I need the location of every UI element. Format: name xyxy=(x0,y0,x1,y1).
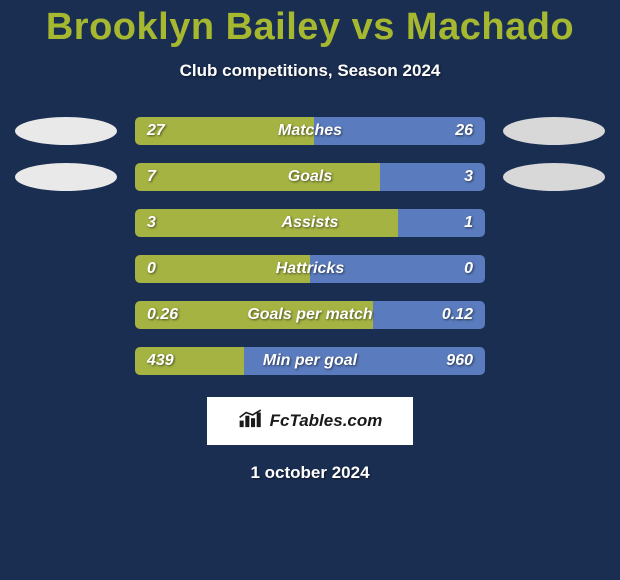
stat-value-right: 1 xyxy=(452,209,485,237)
page-title: Brooklyn Bailey vs Machado xyxy=(46,6,574,49)
stat-bar: 31Assists xyxy=(135,209,485,237)
stat-row: 2726Matches xyxy=(0,117,620,145)
date-label: 1 october 2024 xyxy=(250,463,369,483)
stat-bar-left-seg xyxy=(135,209,398,237)
stat-bar-left-seg xyxy=(135,163,380,191)
stat-row: 00Hattricks xyxy=(0,255,620,283)
stat-row: 31Assists xyxy=(0,209,620,237)
stat-value-left: 27 xyxy=(135,117,177,145)
avatar-spacer xyxy=(503,347,605,375)
stat-row: 439960Min per goal xyxy=(0,347,620,375)
stat-bar: 2726Matches xyxy=(135,117,485,145)
stat-value-left: 7 xyxy=(135,163,168,191)
stat-value-right: 26 xyxy=(443,117,485,145)
avatar-spacer xyxy=(503,255,605,283)
player-right-avatar xyxy=(503,117,605,145)
fctables-logo: FcTables.com xyxy=(207,397,413,445)
player-left-avatar xyxy=(15,163,117,191)
player-right-avatar xyxy=(503,163,605,191)
avatar-spacer xyxy=(15,301,117,329)
player-left-avatar xyxy=(15,117,117,145)
avatar-spacer xyxy=(503,209,605,237)
stat-value-left: 0.26 xyxy=(135,301,190,329)
avatar-spacer xyxy=(15,347,117,375)
stat-row: 73Goals xyxy=(0,163,620,191)
stat-row: 0.260.12Goals per match xyxy=(0,301,620,329)
avatar-spacer xyxy=(503,301,605,329)
stat-value-right: 0.12 xyxy=(430,301,485,329)
stat-bar: 73Goals xyxy=(135,163,485,191)
stat-value-left: 3 xyxy=(135,209,168,237)
stat-value-right: 3 xyxy=(452,163,485,191)
stat-value-left: 439 xyxy=(135,347,186,375)
stat-bar: 439960Min per goal xyxy=(135,347,485,375)
stat-bar: 0.260.12Goals per match xyxy=(135,301,485,329)
avatar-spacer xyxy=(15,209,117,237)
stat-value-right: 960 xyxy=(434,347,485,375)
stat-value-right: 0 xyxy=(452,255,485,283)
subtitle: Club competitions, Season 2024 xyxy=(180,61,441,81)
avatar-spacer xyxy=(15,255,117,283)
stats-rows: 2726Matches73Goals31Assists00Hattricks0.… xyxy=(0,117,620,375)
stat-bar: 00Hattricks xyxy=(135,255,485,283)
stat-value-left: 0 xyxy=(135,255,168,283)
chart-icon xyxy=(238,409,264,434)
logo-text: FcTables.com xyxy=(270,411,383,431)
